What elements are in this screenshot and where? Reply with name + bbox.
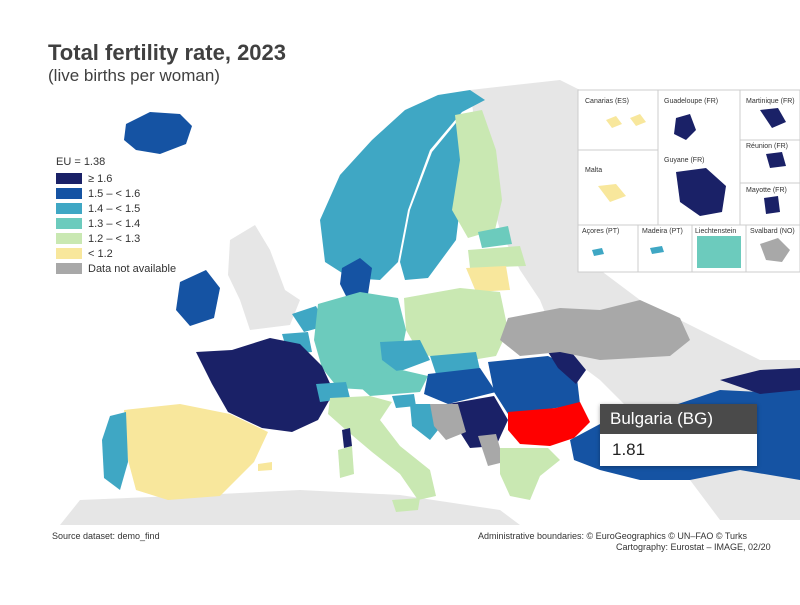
region-sardinia[interactable] [338,446,354,478]
region-corsica[interactable] [342,428,352,448]
legend-swatch [56,203,82,214]
land-north-africa [60,490,520,525]
region-portugal[interactable] [102,412,128,490]
region-balearics[interactable] [258,462,272,471]
region-switzerland[interactable] [316,382,350,402]
inset-liechtenstein-shape[interactable] [697,236,741,268]
legend-item: < 1.2 [56,246,176,261]
region-estonia[interactable] [478,226,512,248]
inset-madeira-shape[interactable] [650,246,664,254]
legend-label: 1.3 – < 1.4 [88,217,141,230]
legend: EU = 1.38 ≥ 1.6 1.5 – < 1.6 1.4 – < 1.5 1.3… [56,156,176,276]
region-sicily[interactable] [392,498,420,512]
inset-label-canarias: Canarias (ES) [585,98,629,105]
region-romania[interactable] [488,356,580,414]
region-italy[interactable] [328,396,436,500]
source-text: Source dataset: demo_find [52,531,160,541]
inset-svalbard-shape[interactable] [760,238,790,262]
legend-item: 1.3 – < 1.4 [56,216,176,231]
region-czechia[interactable] [380,340,430,372]
region-germany[interactable] [314,292,406,390]
inset-label-acores: Açores (PT) [582,228,620,235]
inset-label-madeira: Madeira (PT) [642,228,683,235]
region-hungary[interactable] [424,368,496,404]
legend-label: < 1.2 [88,247,113,260]
inset-canarias-shape[interactable] [606,114,646,128]
legend-swatch [56,188,82,199]
tooltip-country: Bulgaria (BG) [600,404,757,434]
region-latvia[interactable] [468,246,526,268]
inset-martinique-shape[interactable] [760,108,786,128]
legend-label: 1.5 – < 1.6 [88,187,141,200]
region-norway[interactable] [320,90,485,280]
land-uk-grey [228,225,300,330]
region-slovakia[interactable] [430,352,480,374]
region-spain[interactable] [124,404,268,500]
region-france[interactable] [196,338,334,432]
legend-swatch [56,248,82,259]
region-slovenia[interactable] [392,394,416,408]
inset-malta-shape[interactable] [598,184,626,202]
region-lithuania[interactable] [466,266,510,292]
region-finland[interactable] [452,110,502,238]
region-moldova[interactable] [548,348,586,384]
inset-acores-shape[interactable] [592,248,604,256]
legend-title: EU = 1.38 [56,156,106,168]
tooltip-value: 1.81 [612,440,646,459]
legend-item: Data not available [56,261,176,276]
inset-label-guadeloupe: Guadeloupe (FR) [664,98,719,105]
legend-swatch [56,173,82,184]
region-greece[interactable] [500,448,560,500]
tooltip: Bulgaria (BG) 1.81 [600,404,757,466]
inset-guadeloupe-shape[interactable] [674,114,696,140]
inset-label-malta: Malta [585,167,603,174]
cartography-text: Cartography: Eurostat – IMAGE, 02/20 [616,542,771,552]
region-sweden[interactable] [400,118,470,280]
inset-reunion-shape[interactable] [766,152,786,168]
inset-mayotte-shape[interactable] [764,196,780,214]
region-bulgaria[interactable] [508,402,590,446]
legend-item: 1.4 – < 1.5 [56,201,176,216]
legend-label: ≥ 1.6 [88,172,113,185]
map-subtitle: (live births per woman) [48,66,220,85]
boundaries-text: Administrative boundaries: © EuroGeograp… [478,531,748,541]
legend-swatch [56,218,82,229]
region-ireland[interactable] [176,270,220,326]
region-caucasus[interactable] [720,368,800,394]
legend-item: 1.5 – < 1.6 [56,186,176,201]
inset-label-martinique: Martinique (FR) [746,98,795,105]
legend-label: 1.4 – < 1.5 [88,202,141,215]
legend-item: ≥ 1.6 [56,171,176,186]
region-poland[interactable] [404,288,508,362]
legend-swatch [56,233,82,244]
region-denmark[interactable] [340,258,372,300]
inset-label-mayotte: Mayotte (FR) [746,187,787,194]
inset-label-reunion: Réunion (FR) [746,143,789,150]
inset-guyane-shape[interactable] [676,168,726,216]
region-albania[interactable] [478,434,504,466]
inset-label-liechtenstein: Liechtenstein [695,228,737,235]
legend-item: 1.2 – < 1.3 [56,231,176,246]
map-title: Total fertility rate, 2023 [48,40,287,65]
legend-swatch [56,263,82,274]
region-iceland[interactable] [124,112,192,154]
inset-label-svalbard: Svalbard (NO) [750,228,795,235]
legend-label: 1.2 – < 1.3 [88,232,141,245]
region-austria[interactable] [350,370,428,396]
region-belarus[interactable] [500,300,690,360]
inset-label-guyane: Guyane (FR) [664,157,705,164]
legend-label: Data not available [88,262,177,275]
region-bosnia[interactable] [430,404,466,440]
